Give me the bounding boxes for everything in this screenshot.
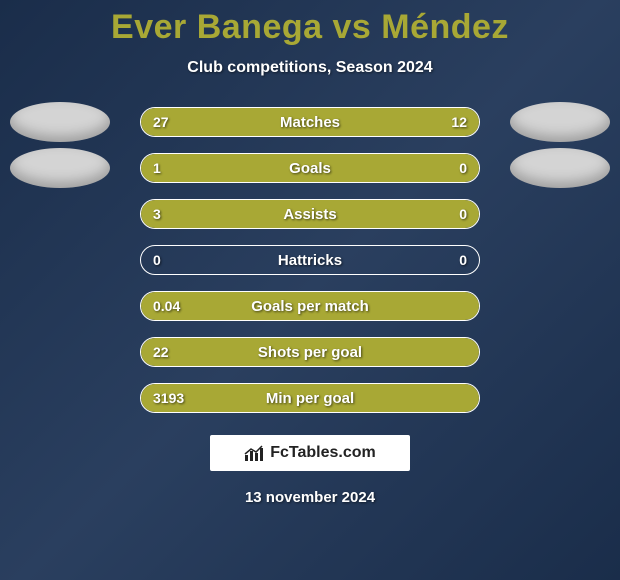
stat-bar: 22Shots per goal [140,337,480,367]
player-oval-left [10,102,110,142]
stat-row: 3Assists0 [0,199,620,229]
stat-bar: 27Matches12 [140,107,480,137]
stat-label: Assists [141,206,479,223]
stat-value-right: 12 [451,114,467,130]
stat-label: Shots per goal [141,344,479,361]
stat-label: Matches [141,114,479,131]
stat-bar: 3Assists0 [140,199,480,229]
stat-row: 0.04Goals per match [0,291,620,321]
stat-rows: 27Matches121Goals03Assists00Hattricks00.… [0,107,620,413]
stat-value-right: 0 [459,206,467,222]
stat-label: Hattricks [141,252,479,269]
stat-row: 22Shots per goal [0,337,620,367]
stat-row: 1Goals0 [0,153,620,183]
player-oval-left [10,148,110,188]
stat-label: Min per goal [141,390,479,407]
subtitle: Club competitions, Season 2024 [187,59,432,77]
stat-bar: 1Goals0 [140,153,480,183]
watermark-text: FcTables.com [270,444,376,462]
stat-bar: 0.04Goals per match [140,291,480,321]
player-oval-right [510,102,610,142]
stat-value-right: 0 [459,252,467,268]
watermark[interactable]: FcTables.com [210,435,410,471]
stat-row: 27Matches12 [0,107,620,137]
stat-bar: 0Hattricks0 [140,245,480,275]
page-title: Ever Banega vs Méndez [111,8,509,47]
stat-value-right: 0 [459,160,467,176]
date-label: 13 november 2024 [245,489,375,506]
stat-bar: 3193Min per goal [140,383,480,413]
stat-label: Goals per match [141,298,479,315]
player-oval-right [510,148,610,188]
stat-row: 0Hattricks0 [0,245,620,275]
chart-icon [244,444,264,462]
stat-row: 3193Min per goal [0,383,620,413]
stat-label: Goals [141,160,479,177]
